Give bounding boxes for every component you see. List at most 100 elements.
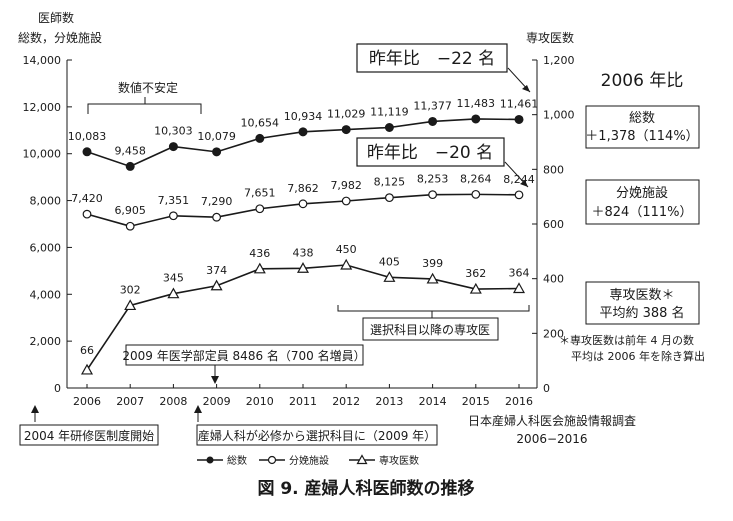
data-label: 7,862: [287, 182, 319, 195]
delivery-change-value: ＋824（111%）: [592, 205, 693, 220]
series-point-delivery: [514, 190, 524, 200]
series-layer: 10,083 9,458 10,303 10,079 10,654 10,934 11,02…: [68, 97, 539, 375]
series-point-delivery: [212, 212, 222, 222]
x-tick-label: 2009: [203, 395, 231, 408]
x-tick-label: 2008: [159, 395, 187, 408]
series-point-total: [255, 133, 265, 143]
legend-marker-delivery: [267, 455, 277, 465]
data-label: 364: [509, 267, 530, 280]
yoy-delivery-text: 昨年比 −20 名: [367, 143, 493, 163]
x-axis-ticks: 2006 2007 2008 2009 2010 2011 2012 2013 2014 2015…: [73, 384, 533, 408]
series-point-resident: [210, 279, 223, 291]
data-label: 345: [163, 272, 184, 285]
side-title: 2006 年比: [601, 71, 684, 91]
left-tick-label: 10,000: [23, 148, 62, 161]
x-tick-label: 2011: [289, 395, 317, 408]
right-tick-label: 400: [543, 273, 564, 286]
legend: 総数 分娩施設 専攻医数: [197, 454, 419, 467]
yoy-delivery-box: [356, 137, 505, 167]
series-point-delivery: [125, 221, 135, 231]
yoy-total-box: [356, 43, 508, 73]
series-point-resident: [253, 262, 266, 274]
data-label: 10,083: [68, 130, 107, 143]
x-tick-label: 2014: [419, 395, 447, 408]
left-tick-label: 12,000: [23, 101, 62, 114]
series-point-delivery: [82, 209, 92, 219]
training-start-label: 2004 年研修医制度開始: [24, 428, 154, 443]
right-tick-label: 600: [543, 218, 564, 231]
data-label: 405: [379, 255, 400, 268]
resident-note-line1: ＊専攻医数は前年 4 月の数: [559, 333, 694, 347]
series-point-total: [514, 114, 524, 124]
data-label: 11,119: [370, 105, 409, 118]
left-tick-label: 8,000: [30, 195, 62, 208]
series-point-total: [384, 122, 394, 132]
right-axis-ticks: 0 200 400 600 800 1,000 1,200: [532, 54, 575, 395]
figure-caption: 図 9. 産婦人科医師数の推移: [257, 478, 474, 499]
total-change-value: ＋1,378（114%）: [585, 129, 698, 144]
data-label: 436: [249, 247, 270, 260]
data-label: 7,420: [71, 192, 103, 205]
legend-label: 専攻医数: [379, 454, 419, 467]
series-point-total: [471, 114, 481, 124]
data-label: 374: [206, 264, 227, 277]
yoy-delivery-arrowhead: [520, 180, 528, 187]
series-point-resident: [469, 282, 482, 294]
data-label: 7,982: [330, 179, 362, 192]
series-line-2: [86, 193, 520, 228]
right-tick-label: 800: [543, 163, 564, 176]
data-label: 399: [422, 257, 443, 270]
resident-average-box: [585, 281, 700, 325]
data-label: 66: [80, 344, 94, 357]
right-axis-title: 専攻医数: [526, 30, 574, 45]
data-label: 10,079: [197, 130, 236, 143]
resident-note-line2: 平均は 2006 年を除き算出: [571, 349, 705, 363]
elective-bracket: [337, 305, 530, 312]
data-label: 6,905: [114, 204, 146, 217]
series-point-total: [125, 161, 135, 171]
legend-label: 総数: [227, 454, 247, 467]
data-label: 9,458: [114, 144, 146, 157]
data-label: 7,351: [158, 194, 190, 207]
left-tick-label: 0: [54, 382, 61, 395]
series-point-resident: [296, 262, 310, 273]
data-label: 8,125: [374, 176, 406, 189]
series-point-total: [168, 142, 178, 152]
right-tick-label: 1,200: [543, 54, 575, 67]
resident-average-value: 平均約 388 名: [599, 305, 684, 321]
quota-label: 2009 年医学部定員 8486 名（700 名増員）: [122, 348, 365, 363]
series-point-resident: [426, 272, 439, 284]
yoy-total-arrowhead: [522, 85, 530, 92]
data-label: 11,377: [413, 99, 452, 112]
quota-box: [125, 344, 364, 366]
elective-label: 選択科目以降の専攻医: [370, 323, 490, 337]
x-tick-label: 2015: [462, 395, 490, 408]
legend-marker-total: [206, 456, 214, 464]
series-point-resident: [512, 282, 526, 294]
series-point-delivery: [298, 199, 308, 209]
series-point-total: [341, 125, 351, 135]
legend-marker-resident: [356, 454, 368, 465]
total-change-title: 総数: [629, 111, 655, 126]
data-label: 10,934: [284, 110, 323, 123]
training-start-box: [19, 424, 159, 446]
series-point-delivery: [168, 211, 178, 221]
data-label: 11,483: [457, 97, 496, 110]
quota-arrowhead: [211, 376, 219, 384]
series-point-delivery: [471, 189, 481, 199]
left-axis-title-line2: 総数，分娩施設: [18, 30, 102, 45]
left-tick-label: 14,000: [23, 54, 62, 67]
data-label: 450: [336, 243, 357, 256]
source-line2: 2006−2016: [516, 432, 587, 446]
left-axis-title-line1: 医師数: [38, 10, 74, 25]
data-label: 362: [465, 267, 486, 280]
data-label: 8,244: [503, 173, 535, 186]
obgyn-arrowhead: [194, 405, 202, 413]
legend-label: 分娩施設: [289, 454, 329, 467]
left-tick-label: 6,000: [30, 241, 62, 254]
series-point-resident: [383, 271, 396, 282]
data-label: 11,029: [327, 108, 366, 121]
data-label: 11,461: [500, 97, 539, 110]
x-tick-label: 2016: [505, 395, 533, 408]
